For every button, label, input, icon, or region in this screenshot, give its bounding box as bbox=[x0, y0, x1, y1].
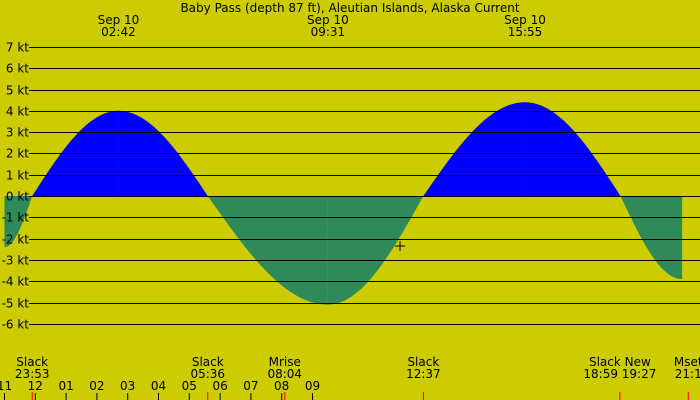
bottom-event-time: 08:04 bbox=[267, 367, 302, 381]
flood-area bbox=[423, 102, 526, 196]
bottom-event-label: Slack New bbox=[589, 355, 651, 369]
bottom-event-time: 12:37 bbox=[406, 367, 441, 381]
y-tick-label: -3 kt bbox=[2, 254, 30, 268]
y-axis: 7 kt 6 kt 5 kt 4 kt 3 kt 2 kt 1 kt 0 kt -1 kt -2 … bbox=[2, 41, 35, 332]
bottom-event-time: 23:53 bbox=[15, 367, 50, 381]
x-tick-label: 01 bbox=[58, 379, 73, 393]
bottom-event-label: Mrise bbox=[269, 355, 301, 369]
x-tick-label: 05 bbox=[182, 379, 197, 393]
x-tick-label: 07 bbox=[243, 379, 258, 393]
top-event-time: 02:42 bbox=[101, 25, 136, 39]
y-tick-label: -2 kt bbox=[2, 233, 30, 247]
x-tick-label: 04 bbox=[151, 379, 166, 393]
y-tick-label: -6 kt bbox=[2, 318, 30, 332]
y-tick-label: -5 kt bbox=[2, 297, 30, 311]
x-tick-label: 12 bbox=[28, 379, 43, 393]
top-event-date: Sep 10 bbox=[307, 13, 349, 27]
y-tick-label: 0 kt bbox=[6, 190, 29, 204]
chart-title: Baby Pass (depth 87 ft), Aleutian Island… bbox=[180, 1, 519, 15]
x-tick-label: 06 bbox=[212, 379, 227, 393]
x-tick-label: 02 bbox=[89, 379, 104, 393]
ebb-area bbox=[4, 196, 33, 248]
ebb-area bbox=[327, 196, 424, 305]
y-tick-label: -4 kt bbox=[2, 275, 30, 289]
bottom-events: Slack23:53Slack05:36Mrise08:04Slack12:37… bbox=[15, 355, 700, 400]
flood-area bbox=[525, 102, 621, 196]
gridlines bbox=[35, 47, 700, 325]
ebb-area bbox=[620, 196, 683, 280]
cursor-crosshair-icon bbox=[395, 241, 405, 251]
y-tick-label: 3 kt bbox=[6, 126, 29, 140]
y-tick-label: 6 kt bbox=[6, 62, 29, 76]
y-tick-label: 5 kt bbox=[6, 84, 29, 98]
y-tick-label: 7 kt bbox=[6, 41, 29, 55]
ebb-area bbox=[207, 196, 328, 305]
y-tick-label: 2 kt bbox=[6, 147, 29, 161]
y-tick-label: -1 kt bbox=[2, 211, 30, 225]
x-tick-label: 09 bbox=[305, 379, 320, 393]
bottom-event-label: Slack bbox=[407, 355, 439, 369]
x-tick-label: 11 bbox=[0, 379, 12, 393]
bottom-event-label: Slack bbox=[16, 355, 48, 369]
x-tick-label: 03 bbox=[120, 379, 135, 393]
top-event-time: 15:55 bbox=[508, 25, 543, 39]
x-axis: 1112010203040506070809101112010203040506… bbox=[0, 379, 320, 400]
bottom-event-time: 21:1 bbox=[675, 367, 700, 381]
top-event-time: 09:31 bbox=[311, 25, 346, 39]
bottom-event-time: 18:59 19:27 bbox=[583, 367, 656, 381]
top-event-date: Sep 10 bbox=[504, 13, 546, 27]
x-tick-label: 08 bbox=[274, 379, 289, 393]
y-tick-label: 4 kt bbox=[6, 105, 29, 119]
bottom-event-label: Mset bbox=[674, 355, 700, 369]
y-tick-label: 1 kt bbox=[6, 169, 29, 183]
bottom-event-label: Slack bbox=[192, 355, 224, 369]
current-areas bbox=[4, 102, 683, 305]
top-event-date: Sep 10 bbox=[98, 13, 140, 27]
bottom-event-time: 05:36 bbox=[190, 367, 225, 381]
